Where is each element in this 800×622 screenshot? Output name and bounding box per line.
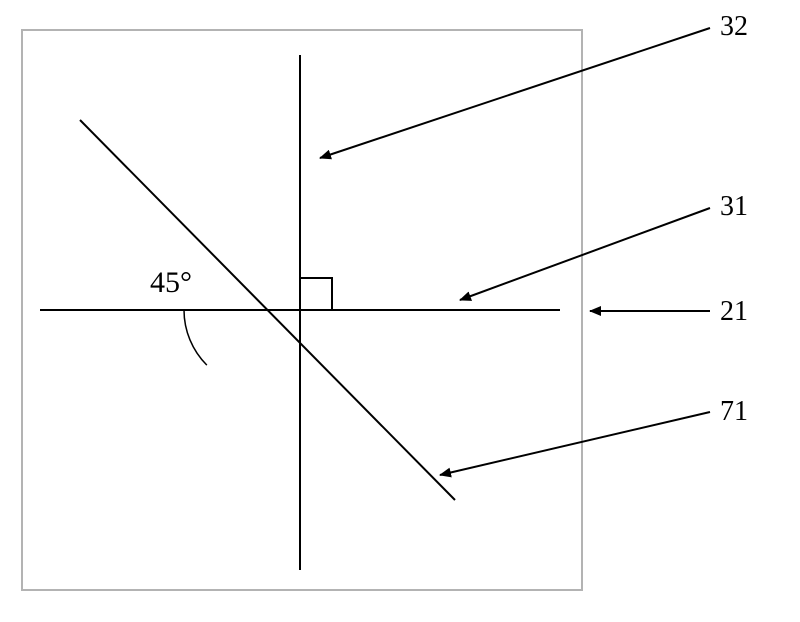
callout-leader-71 — [440, 412, 710, 475]
callout-leader-32 — [320, 28, 710, 158]
callout-label-31: 31 — [720, 191, 748, 222]
callout-label-21: 21 — [720, 296, 748, 327]
angle-arc — [184, 310, 207, 365]
angle-label: 45° — [150, 266, 192, 299]
diagram-canvas: 45° 32 31 21 71 — [0, 0, 800, 622]
callout-label-32: 32 — [720, 11, 748, 42]
callout-label-71: 71 — [720, 396, 748, 427]
right-angle-marker-icon — [300, 278, 332, 310]
callout-leader-31 — [460, 208, 710, 300]
callouts-group: 32 31 21 71 — [320, 11, 748, 475]
